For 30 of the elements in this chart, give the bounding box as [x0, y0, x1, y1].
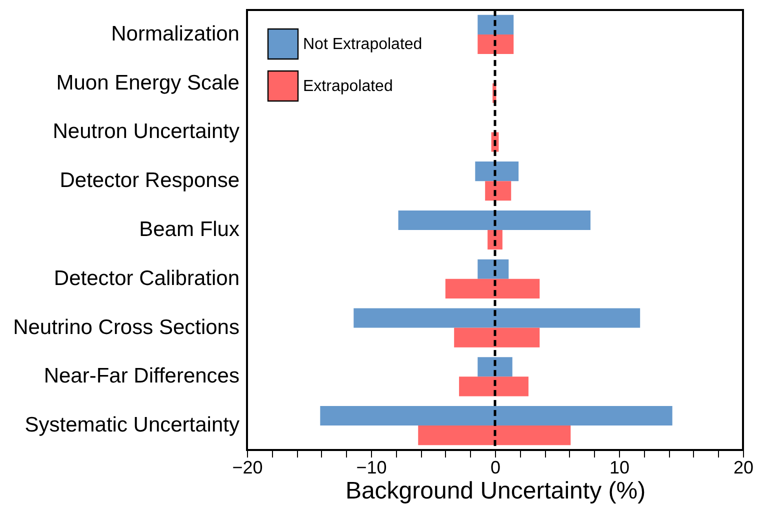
bar [485, 181, 512, 201]
bar [459, 376, 528, 396]
y-tick-label: Beam Flux [139, 218, 240, 241]
legend-label: Extrapolated [303, 78, 393, 95]
x-tick-label: −20 [232, 458, 263, 478]
x-tick-label: 10 [609, 458, 630, 478]
bar [320, 406, 672, 426]
bar [398, 210, 590, 230]
bar [454, 328, 540, 348]
y-tick-label: Near-Far Differences [44, 364, 240, 388]
bar [478, 357, 512, 377]
bar [478, 14, 514, 34]
y-tick-label: Neutrino Cross Sections [13, 316, 240, 339]
x-axis-title: Background Uncertainty (%) [345, 478, 646, 504]
y-tick-label: Muon Energy Scale [56, 71, 240, 94]
y-tick-label: Normalization [111, 22, 240, 46]
y-tick-label: Detector Response [60, 169, 240, 192]
bar [354, 308, 640, 328]
bar [445, 278, 540, 298]
legend-label: Not Extrapolated [303, 36, 422, 53]
x-tick-label: 0 [490, 458, 501, 478]
bar [475, 162, 519, 182]
y-tick-label: Systematic Uncertainty [24, 414, 240, 437]
bar [418, 426, 571, 446]
bar [478, 34, 514, 54]
y-tick-label: Neutron Uncertainty [52, 120, 240, 144]
bar [478, 259, 509, 279]
x-tick-label: −10 [356, 458, 387, 478]
x-tick-label: 20 [733, 458, 754, 478]
y-tick-label: Detector Calibration [54, 266, 240, 290]
